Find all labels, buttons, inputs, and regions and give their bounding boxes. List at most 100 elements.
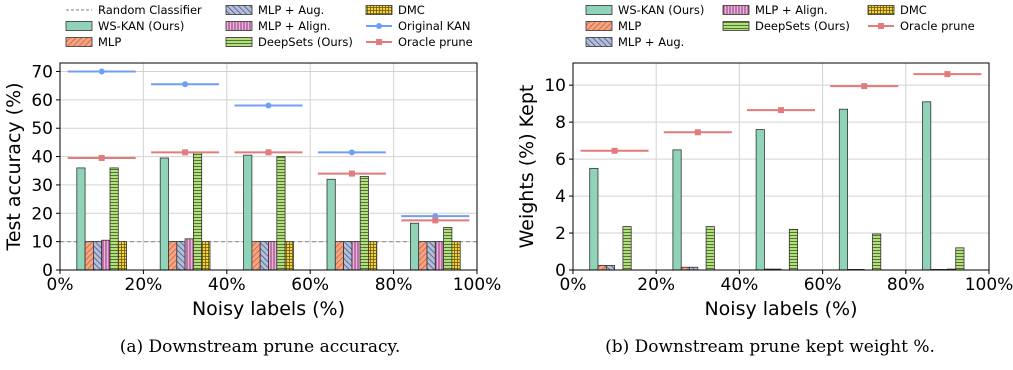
bar-deepsets-ours xyxy=(622,226,632,271)
bar-dmc xyxy=(284,241,294,271)
bar-mlp xyxy=(334,241,344,271)
bar-ws-kan-ours xyxy=(755,129,765,271)
bar-deepsets-ours xyxy=(276,156,286,271)
bar-dmc xyxy=(451,241,461,271)
legend-swatch-mlp xyxy=(585,21,613,31)
legend-swatch-deepsets-ours xyxy=(722,21,750,31)
panel-a-ticks: 0% 20% 40% 60% 80% 100% 0 10 20 30 40 50 60 70 xyxy=(31,63,501,295)
panel-b-x-axis-label: Noisy labels (%) xyxy=(704,298,857,320)
bar-deepsets-ours xyxy=(788,228,798,271)
legend-marker-oracle-prune xyxy=(376,39,382,45)
bar-ws-kan-ours xyxy=(922,101,932,271)
panel-b-plot-frame xyxy=(572,62,990,271)
panel-b-y-axis-label: Weights (%) Kept xyxy=(516,85,538,249)
legend-label-original-kan: Original KAN xyxy=(398,19,470,33)
y-tick-label: 6 xyxy=(555,150,566,170)
bar-ws-kan-ours xyxy=(589,167,599,271)
legend-label-mlp: MLP xyxy=(98,35,121,49)
bar-mlp xyxy=(168,241,178,271)
legend-label-deepsets-ours: DeepSets (Ours) xyxy=(258,35,353,49)
x-tick-label: 60% xyxy=(804,275,842,295)
marker-oracle-prune xyxy=(348,170,355,177)
bar-deepsets-ours xyxy=(443,227,453,271)
marker-oracle-prune xyxy=(432,217,439,224)
legend-label-mlp-aug: MLP + Aug. xyxy=(618,35,684,49)
marker-oracle-prune xyxy=(944,71,951,78)
x-tick-label: 20% xyxy=(125,275,163,295)
marker-original-kan xyxy=(348,149,355,156)
legend-label-mlp-aug: MLP + Aug. xyxy=(258,3,324,17)
panel-a-accuracy-chart: Random Classifier WS-KAN (Ours) MLP MLP + A… xyxy=(3,3,501,320)
bar-mlp-align xyxy=(268,241,278,271)
legend-swatch-ws-kan-ours xyxy=(65,21,93,31)
bar-deepsets-ours xyxy=(109,167,119,271)
legend-label-ws-kan-ours: WS-KAN (Ours) xyxy=(618,3,704,17)
bar-ws-kan-ours xyxy=(838,108,848,271)
panel-b-kept-weights-chart: WS-KAN (Ours) MLP MLP + Aug. MLP + Align. De… xyxy=(516,3,1013,320)
marker-oracle-prune xyxy=(778,107,784,114)
bar-ws-kan-ours xyxy=(159,157,169,271)
legend-label-oracle-prune: Oracle prune xyxy=(900,19,975,33)
legend-label-deepsets-ours: DeepSets (Ours) xyxy=(755,19,850,33)
bar-dmc xyxy=(201,241,211,271)
y-tick-label: 70 xyxy=(31,63,53,83)
panel-b-legend: WS-KAN (Ours) MLP MLP + Aug. MLP + Align. De… xyxy=(585,3,975,49)
panel-b-marks xyxy=(580,71,982,271)
bar-mlp-aug xyxy=(605,264,615,271)
marker-oracle-prune xyxy=(182,149,189,156)
y-tick-label: 50 xyxy=(31,119,53,139)
bar-mlp-aug xyxy=(426,241,436,271)
marker-oracle-prune xyxy=(98,154,105,161)
bar-deepsets-ours xyxy=(955,247,965,271)
x-tick-label: 100% xyxy=(965,275,1013,295)
bar-ws-kan-ours xyxy=(409,222,420,271)
x-tick-label: 80% xyxy=(887,275,925,295)
panel-a-plot-frame xyxy=(59,62,478,271)
legend-swatch-mlp-aug xyxy=(585,37,613,47)
panel-a-y-axis-label: Test accuracy (%) xyxy=(3,82,25,251)
y-tick-label: 8 xyxy=(555,113,566,133)
bar-ws-kan-ours xyxy=(76,167,86,271)
x-tick-label: 40% xyxy=(721,275,759,295)
legend-swatch-mlp-align xyxy=(225,21,253,31)
panel-a-legend: Random Classifier WS-KAN (Ours) MLP MLP + A… xyxy=(65,3,473,49)
y-tick-label: 0 xyxy=(42,261,53,281)
y-tick-label: 20 xyxy=(31,204,53,224)
bar-mlp xyxy=(84,241,94,271)
legend-label-mlp-align: MLP + Align. xyxy=(755,3,828,17)
marker-original-kan xyxy=(265,102,272,109)
bar-mlp-aug xyxy=(93,241,103,271)
y-tick-label: 30 xyxy=(31,176,53,196)
legend-label-mlp: MLP xyxy=(618,19,641,33)
y-tick-label: 10 xyxy=(544,76,566,96)
legend-swatch-ws-kan-ours xyxy=(585,5,613,15)
x-tick-label: 40% xyxy=(208,275,246,295)
legend-swatch-mlp-aug xyxy=(225,5,253,15)
y-tick-label: 60 xyxy=(31,91,53,111)
bar-deepsets-ours xyxy=(872,233,882,271)
bar-ws-kan-ours xyxy=(672,149,682,271)
bar-mlp xyxy=(251,241,261,271)
legend-swatch-dmc xyxy=(867,5,895,15)
x-tick-label: 60% xyxy=(291,275,329,295)
legend-swatch-mlp-align xyxy=(722,5,750,15)
y-tick-label: 10 xyxy=(31,233,53,253)
x-tick-label: 80% xyxy=(375,275,413,295)
caption-b: (b) Downstream prune kept weight %. xyxy=(605,337,935,357)
marker-original-kan xyxy=(182,81,189,88)
legend-label-ws-kan-ours: WS-KAN (Ours) xyxy=(98,19,184,33)
legend-marker-oracle-prune xyxy=(878,23,884,29)
panel-a-x-axis-label: Noisy labels (%) xyxy=(192,298,345,320)
bar-deepsets-ours xyxy=(359,176,369,271)
panel-a-marks xyxy=(60,68,477,271)
legend-label-oracle-prune: Oracle prune xyxy=(398,35,473,49)
figure: Random Classifier WS-KAN (Ours) MLP MLP + A… xyxy=(3,3,1013,320)
y-tick-label: 4 xyxy=(555,187,566,207)
legend-label-dmc: DMC xyxy=(398,3,425,17)
legend-label-random-classifier: Random Classifier xyxy=(98,3,202,17)
bar-mlp-align xyxy=(434,241,444,271)
x-tick-label: 20% xyxy=(637,275,675,295)
y-tick-label: 0 xyxy=(555,261,566,281)
legend-swatch-dmc xyxy=(365,5,393,15)
bar-mlp-aug xyxy=(176,241,186,271)
